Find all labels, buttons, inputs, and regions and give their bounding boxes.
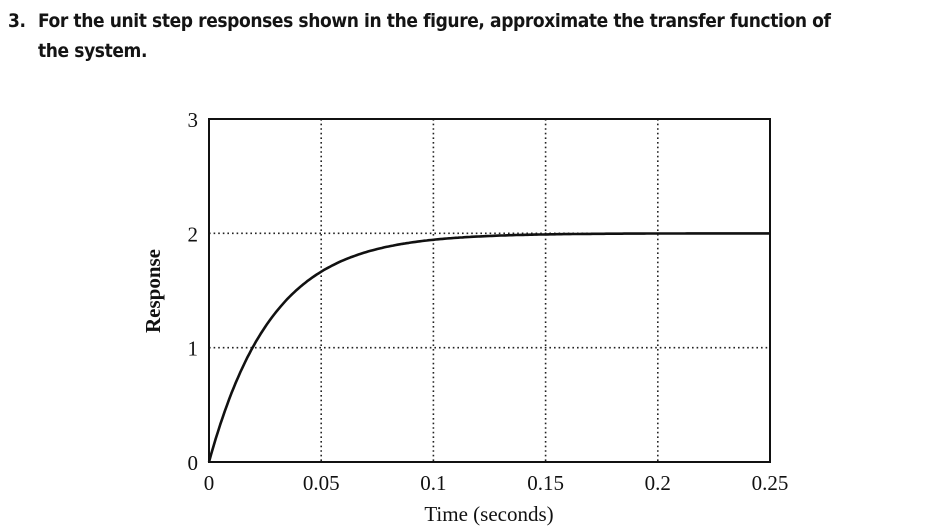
x-tick-label: 0	[204, 471, 215, 495]
y-tick-label: 1	[188, 337, 199, 361]
y-axis-label: Response	[141, 249, 165, 333]
x-tick-label: 0.25	[752, 471, 789, 495]
x-tick-label: 0.15	[527, 471, 564, 495]
x-tick-label: 0.1	[420, 471, 446, 495]
x-tick-labels: 0 0.05 0.1 0.15 0.2 0.25	[204, 471, 789, 495]
plot-frame	[208, 118, 771, 463]
y-tick-label: 0	[188, 451, 199, 475]
question-text: 3. For the unit step responses shown in t…	[8, 6, 948, 66]
x-tick-label: 0.05	[303, 471, 340, 495]
y-tick-labels: 0 1 2 3	[188, 108, 199, 475]
question-line-1: For the unit step responses shown in the…	[38, 10, 831, 32]
response-curve	[207, 232, 770, 463]
question-number: 3.	[8, 10, 26, 32]
y-tick-label: 3	[188, 108, 199, 132]
grid-lines	[209, 119, 770, 462]
y-tick-label: 2	[188, 222, 199, 246]
question-line-2: the system.	[38, 40, 148, 62]
x-tick-label: 0.2	[645, 471, 671, 495]
x-axis-label: Time (seconds)	[424, 502, 553, 526]
